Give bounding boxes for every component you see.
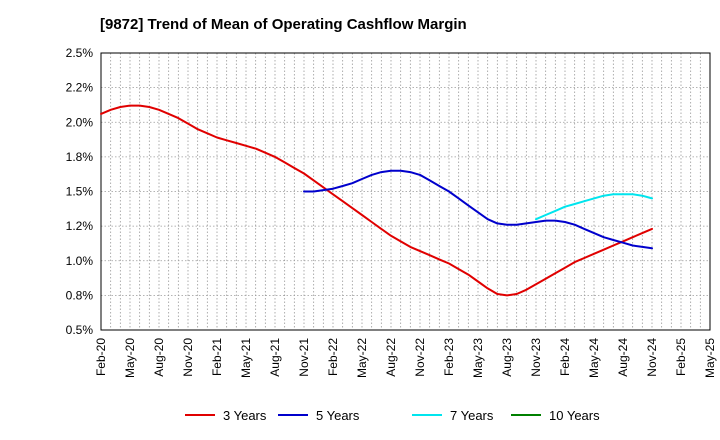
- legend-label-10-years: 10 Years: [549, 408, 600, 423]
- x-tick-label: Nov-20: [181, 338, 195, 377]
- series-line-5-years: [303, 169, 653, 250]
- x-tick-label: Feb-25: [674, 338, 688, 376]
- x-tick-label: Feb-21: [210, 338, 224, 376]
- x-tick-label: May-20: [123, 338, 137, 378]
- legend-label-5-years: 5 Years: [316, 408, 360, 423]
- legend-label-3-years: 3 Years: [223, 408, 267, 423]
- series-line-3-years: [100, 104, 653, 297]
- x-tick-label: Nov-23: [529, 338, 543, 377]
- y-tick-label: 0.8%: [66, 288, 94, 302]
- plot-border: [100, 52, 711, 331]
- y-tick-label: 2.5%: [66, 46, 94, 60]
- y-tick-label: 0.5%: [66, 323, 94, 337]
- x-tick-label: Nov-24: [645, 338, 659, 377]
- y-tick-label: 1.2%: [66, 219, 94, 233]
- y-tick-label: 2.2%: [66, 81, 94, 95]
- x-tick-label: Aug-23: [500, 338, 514, 377]
- x-tick-label: Feb-22: [326, 338, 340, 376]
- x-tick-label: Aug-21: [268, 338, 282, 377]
- x-tick-label: Aug-20: [152, 338, 166, 377]
- chart-title: [9872] Trend of Mean of Operating Cashfl…: [100, 16, 467, 33]
- x-tick-label: May-21: [239, 338, 253, 378]
- x-tick-label: May-24: [587, 338, 601, 378]
- legend-label-7-years: 7 Years: [450, 408, 494, 423]
- y-tick-label: 1.8%: [66, 150, 94, 164]
- y-tick-label: 1.5%: [66, 185, 94, 199]
- y-tick-label: 1.0%: [66, 254, 94, 268]
- x-tick-label: Nov-22: [413, 338, 427, 377]
- x-tick-label: Nov-21: [297, 338, 311, 377]
- x-tick-label: May-23: [471, 338, 485, 378]
- x-tick-label: May-25: [703, 338, 717, 378]
- x-tick-label: Feb-23: [442, 338, 456, 376]
- x-tick-label: Aug-24: [616, 338, 630, 377]
- x-tick-label: Feb-24: [558, 338, 572, 376]
- y-tick-label: 2.0%: [66, 115, 94, 129]
- series-line-7-years: [535, 193, 653, 221]
- x-tick-label: Feb-20: [94, 338, 108, 376]
- x-tick-label: May-22: [355, 338, 369, 378]
- x-tick-label: Aug-22: [384, 338, 398, 377]
